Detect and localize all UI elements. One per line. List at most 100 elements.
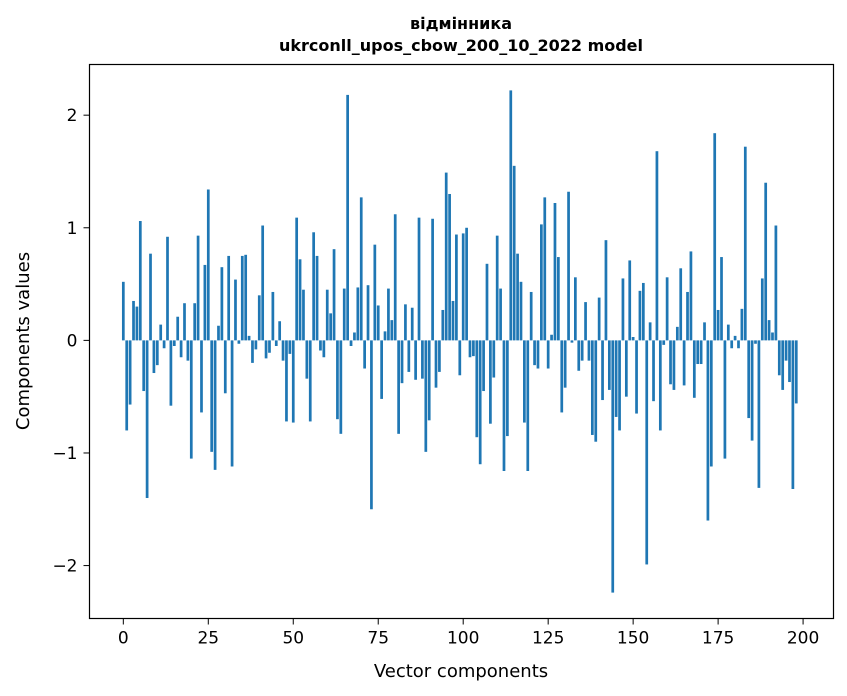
bar-175 [716, 309, 720, 341]
bar-106 [482, 340, 485, 392]
x-tick-label-7: 175 [702, 629, 734, 649]
bar-93 [438, 340, 441, 372]
bar-192 [774, 225, 778, 341]
bar-123 [540, 224, 543, 341]
bar-58 [319, 340, 322, 351]
bar-145 [614, 340, 618, 417]
bar-142 [604, 240, 608, 341]
bar-50 [291, 340, 295, 423]
bar-44 [271, 291, 275, 341]
bar-43 [268, 340, 271, 353]
bar-67 [349, 340, 353, 346]
bar-57 [315, 255, 319, 341]
bar-172 [706, 340, 710, 521]
bar-30 [223, 340, 227, 394]
bar-164 [679, 268, 683, 341]
bar-98 [455, 234, 458, 341]
bar-22 [196, 235, 200, 341]
bar-61 [329, 313, 333, 341]
bar-157 [655, 151, 659, 341]
bar-60 [325, 289, 329, 341]
bar-92 [434, 340, 438, 388]
bar-99 [458, 340, 462, 376]
bar-83 [404, 304, 407, 341]
bar-193 [777, 340, 781, 376]
bar-115 [512, 165, 516, 341]
bar-84 [407, 340, 411, 372]
bar-28 [217, 325, 220, 341]
bar-168 [692, 340, 696, 398]
bar-68 [353, 332, 356, 341]
bar-101 [465, 227, 468, 341]
bar-15 [172, 340, 176, 346]
bar-89 [424, 340, 428, 452]
bar-119 [526, 340, 530, 471]
bar-51 [295, 217, 299, 341]
bar-79 [390, 320, 394, 341]
bar-81 [397, 340, 400, 434]
bar-152 [638, 290, 642, 341]
bar-3 [132, 300, 135, 341]
bar-169 [696, 340, 700, 365]
bar-54 [305, 340, 309, 379]
x-tick-label-1: 25 [197, 629, 219, 649]
bar-126 [550, 334, 553, 341]
x-tick-label-6: 150 [617, 629, 649, 649]
bar-14 [169, 340, 173, 406]
bar-17 [179, 340, 183, 358]
y-tick-label-3: 1 [67, 219, 78, 239]
bar-8 [149, 253, 152, 341]
bar-136 [584, 302, 587, 341]
bar-160 [665, 277, 669, 341]
bar-82 [400, 340, 404, 384]
bar-133 [574, 277, 577, 341]
bar-59 [322, 340, 326, 358]
bar-182 [740, 308, 744, 341]
bar-96 [448, 193, 451, 341]
bar-78 [387, 288, 390, 341]
bar-131 [567, 191, 570, 341]
bar-137 [587, 340, 591, 361]
bar-158 [658, 340, 662, 431]
bar-77 [383, 331, 387, 341]
bar-139 [594, 340, 598, 442]
bar-118 [523, 340, 526, 423]
bar-69 [356, 287, 360, 341]
bar-130 [563, 340, 567, 388]
bar-173 [709, 340, 713, 467]
bar-134 [577, 340, 581, 371]
bar-198 [794, 340, 798, 404]
bar-162 [672, 340, 676, 390]
bar-144 [611, 340, 615, 593]
bar-187 [757, 340, 761, 488]
bar-7 [145, 340, 149, 499]
bar-150 [631, 337, 635, 341]
bar-116 [516, 253, 519, 341]
bar-189 [764, 182, 768, 341]
bar-163 [675, 326, 679, 341]
bar-109 [492, 340, 496, 378]
bar-151 [635, 340, 638, 414]
bar-40 [257, 295, 261, 341]
bar-45 [274, 340, 278, 346]
bar-2 [128, 340, 132, 405]
bar-129 [560, 340, 564, 413]
bar-52 [298, 259, 302, 341]
bar-86 [414, 340, 417, 380]
bar-132 [570, 340, 574, 343]
bar-178 [726, 324, 730, 341]
bar-64 [339, 340, 343, 434]
bar-166 [686, 291, 689, 341]
bar-108 [489, 340, 492, 424]
bar-194 [781, 340, 785, 390]
bar-181 [737, 340, 740, 349]
bar-112 [502, 340, 506, 471]
bar-170 [699, 340, 703, 365]
bar-47 [281, 340, 285, 361]
y-tick-label-0: −2 [52, 557, 77, 577]
bar-75 [376, 305, 380, 341]
bar-80 [393, 214, 397, 341]
bar-159 [662, 340, 666, 345]
bar-4 [135, 306, 139, 341]
